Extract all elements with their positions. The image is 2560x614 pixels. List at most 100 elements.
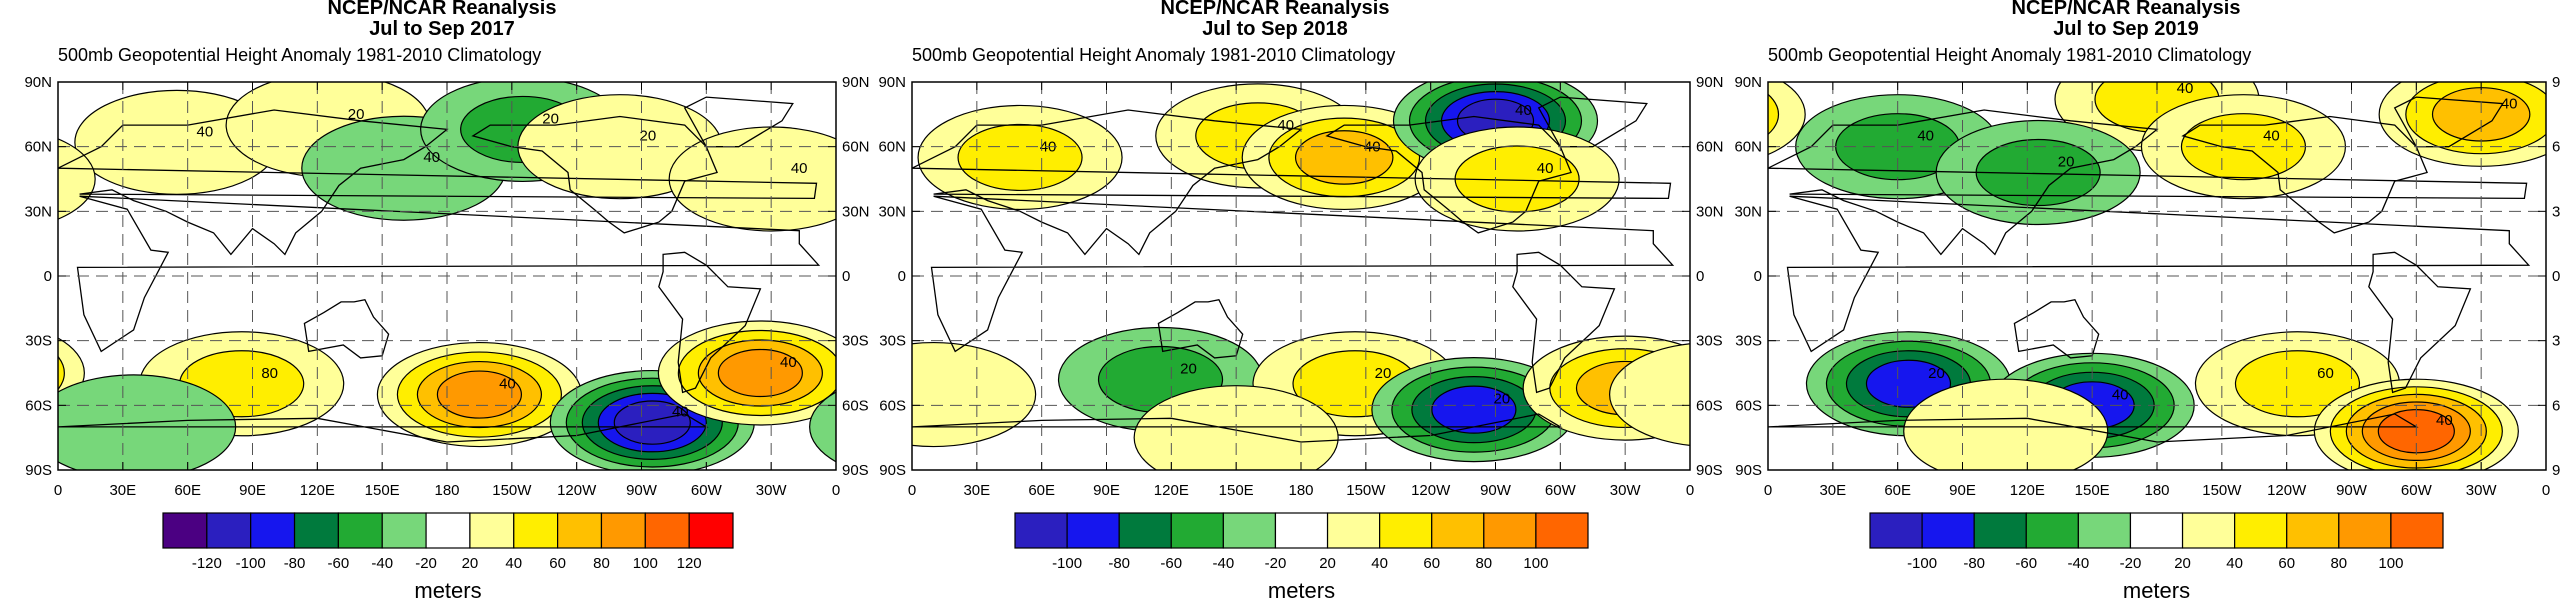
colorbar-tick-label: 100 [1523,555,1548,572]
lon-tick-label: 90W [626,482,658,499]
contour-label: 40 [1917,128,1934,145]
lat-tick-label-right: 60N [2552,139,2560,156]
contour-label: 40 [2501,95,2518,112]
colorbar-tick-label: -40 [371,555,393,572]
lon-tick-label: 90E [1949,482,1976,499]
lat-tick-label-right: 60S [1696,397,1723,414]
lat-tick-label-right: 90S [1696,462,1723,479]
lon-tick-label: 90W [1480,482,1512,499]
panel-title-line1: NCEP/NCAR Reanalysis [328,0,557,19]
colorbar-tick-label: 100 [633,555,658,572]
anomaly-cell-0 [917,104,1123,211]
panel-title-line2: Jul to Sep 2018 [1202,18,1348,40]
colorbar-tick-label: 40 [1371,555,1388,572]
lon-tick-label: 60W [691,482,723,499]
colorbar-swatch [600,512,646,549]
lon-tick-label: 0 [2542,482,2550,499]
colorbar-swatch [1014,512,1068,549]
colorbar-swatch [337,512,383,549]
colorbar-tick-label: 80 [1475,555,1492,572]
lat-tick-label-right: 30S [2552,333,2560,350]
colorbar-swatch [2025,512,2079,549]
contour-label: 40 [423,149,440,166]
contour-label: 20 [1494,391,1511,408]
colorbar-tick-label: 60 [1423,555,1440,572]
lon-tick-label: 30E [109,482,136,499]
colorbar-swatch [206,512,252,549]
lat-tick-label-left: 60S [879,397,906,414]
lat-tick-label-left: 90N [1734,74,1762,91]
lon-tick-label: 90E [239,482,266,499]
colorbar-tick-label: -80 [1963,555,1985,572]
contour-label: 40 [1515,102,1532,119]
lon-tick-label: 150W [2202,482,2242,499]
contour-label: 40 [499,376,516,393]
graticule [912,82,1690,470]
anomaly-cell-4 [1414,126,1620,232]
contour-label: 40 [2177,80,2194,97]
lat-tick-label-left: 60S [25,397,52,414]
colorbar-tick-label: 40 [505,555,522,572]
lat-tick-label-right: 60N [842,139,870,156]
colorbar-tick-label: -20 [2120,555,2142,572]
lon-tick-label: 0 [54,482,62,499]
colorbar-tick-label: -120 [192,555,222,572]
lon-tick-label: 180 [1288,482,1313,499]
lon-tick-label: 150E [1219,482,1254,499]
colorbar-tick-label: 60 [2278,555,2295,572]
colorbar-tick-label: 60 [549,555,566,572]
lat-tick-label-right: 0 [842,268,850,285]
anomaly-cell-9 [1903,378,2109,470]
contour-label: 20 [348,106,365,123]
colorbar-tick-label: 40 [2226,555,2243,572]
colorbar-swatch [1483,512,1537,549]
colorbar-swatch [1973,512,2027,549]
panel-subtitle: 500mb Geopotential Height Anomaly 1981-2… [58,45,541,65]
colorbar-tick-label: 80 [2330,555,2347,572]
lon-tick-label: 0 [1686,482,1694,499]
colorbar-swatch [1326,512,1381,549]
lon-tick-label: 0 [1764,482,1772,499]
colorbar-swatch [1431,512,1485,549]
lon-tick-label: 120W [1411,482,1451,499]
colorbar-tick-label: 100 [2378,555,2403,572]
lat-tick-label-left: 90S [25,462,52,479]
lat-tick-label-right: 30S [1696,333,1723,350]
colorbar-tick-label: 20 [462,555,479,572]
lon-tick-label: 180 [2144,482,2169,499]
colorbar-tick-label: -40 [2068,555,2090,572]
lon-tick-label: 0 [908,482,916,499]
panel-subtitle: 500mb Geopotential Height Anomaly 1981-2… [1768,45,2251,65]
colorbar-swatch [2338,512,2392,549]
lon-tick-label: 30W [1610,482,1642,499]
panel-2019: NCEP/NCAR Reanalysis Jul to Sep 2019 500… [1734,0,2560,603]
colorbar-tick-label: -80 [284,555,306,572]
colorbar-tick-label: 20 [2174,555,2191,572]
lon-tick-label: 60E [1028,482,1055,499]
colorbar-swatch [557,512,603,549]
panel-2018: NCEP/NCAR Reanalysis Jul to Sep 2018 500… [878,0,1723,603]
colorbar-swatch [469,512,515,549]
panel-title-line1: NCEP/NCAR Reanalysis [1161,0,1390,19]
colorbar-swatch [513,512,559,549]
panel-title-line2: Jul to Sep 2017 [369,18,515,40]
colorbar: -120 -100 -80 -60 -40 -20 20 40 60 80 100 120 meters [162,512,734,603]
lon-tick-label: 150E [2075,482,2110,499]
contour-label: 40 [672,404,689,421]
lat-tick-label-right: 30N [2552,203,2560,220]
colorbar-swatch [2286,512,2340,549]
lat-tick-label-left: 60N [1734,139,1762,156]
colorbar-tick-label: -60 [2015,555,2037,572]
lon-tick-label: 150W [492,482,532,499]
lat-tick-label-left: 60N [878,139,906,156]
contour-label: 60 [2317,365,2334,382]
panel-subtitle: 500mb Geopotential Height Anomaly 1981-2… [912,45,1395,65]
colorbar-swatch [381,512,427,549]
colorbar-swatch [2077,512,2132,549]
colorbar: -100 -80 -60 -40 -20 20 40 60 80 100 meters [1869,512,2444,603]
lon-tick-label: 120W [557,482,597,499]
colorbar-tick-label: -100 [1052,555,1082,572]
lon-tick-label: 180 [434,482,459,499]
contour-label: 40 [791,160,808,177]
colorbar-tick-label: -60 [1160,555,1182,572]
